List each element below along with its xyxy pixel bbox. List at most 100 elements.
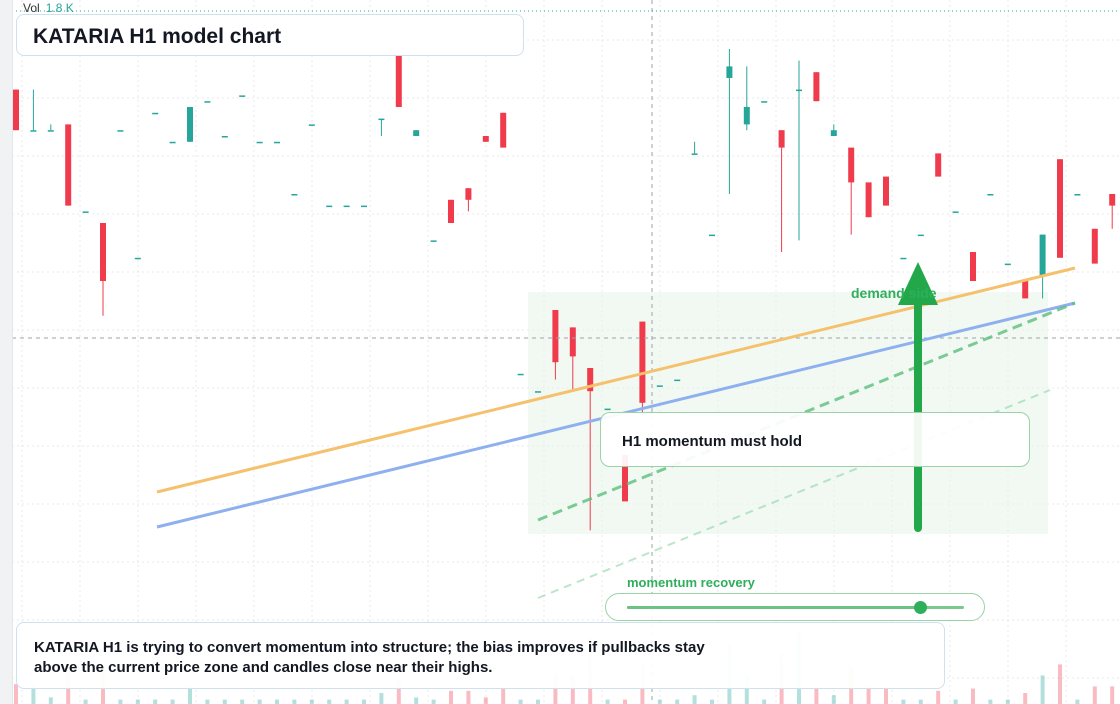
volume-bar xyxy=(1110,686,1115,704)
candle-body xyxy=(1004,263,1011,266)
candle-body xyxy=(65,124,72,206)
volume-bar xyxy=(14,684,18,704)
candle-body xyxy=(535,391,541,393)
candle-body xyxy=(1109,194,1116,206)
volume-value: 1.8 K xyxy=(45,1,74,15)
volume-bar xyxy=(257,699,262,704)
candle-body xyxy=(430,240,437,242)
momentum-slider[interactable] xyxy=(605,593,985,621)
candle-body xyxy=(726,66,733,78)
candle-body xyxy=(552,310,559,363)
volume-bar xyxy=(327,699,332,704)
volume-bar xyxy=(675,699,680,704)
candle-body xyxy=(1057,159,1063,258)
volume-bar xyxy=(1005,699,1010,704)
candle-body xyxy=(987,194,994,196)
volume-bar xyxy=(240,699,245,704)
candle-body xyxy=(30,130,37,132)
volume-bar xyxy=(379,693,384,704)
candle-body xyxy=(674,379,681,382)
volume-bar xyxy=(449,690,453,704)
candle-body xyxy=(187,107,193,142)
volume-bar xyxy=(396,679,401,704)
volume-bar xyxy=(692,695,697,704)
volume-bar xyxy=(936,690,941,704)
slider-handle[interactable] xyxy=(914,601,928,614)
page-title: KATARIA H1 model chart xyxy=(33,25,282,48)
volume-bar xyxy=(623,699,627,704)
projection-dashed xyxy=(537,301,1076,522)
candle-body xyxy=(830,130,837,136)
volume-bar xyxy=(344,699,349,704)
candle-body xyxy=(326,205,333,208)
volume-bar xyxy=(118,699,123,704)
demand-zone-label: demand side xyxy=(851,285,937,301)
slider-track[interactable] xyxy=(627,601,964,614)
candle-body xyxy=(274,141,280,144)
candle-body xyxy=(448,199,454,223)
candle-body xyxy=(169,141,176,144)
candle-body xyxy=(291,194,298,196)
candle-body xyxy=(239,95,246,97)
volume-bar xyxy=(170,699,175,704)
candle-body xyxy=(47,130,54,132)
volume-label: Vol xyxy=(23,1,40,15)
candle-body xyxy=(134,257,141,260)
candle-body xyxy=(256,141,263,144)
candle-body xyxy=(900,257,907,260)
momentum-callout: H1 momentum must hold xyxy=(600,412,1030,467)
volume-bar xyxy=(31,684,36,704)
candle-body xyxy=(1039,234,1046,276)
volume-bar xyxy=(710,699,714,704)
candle-body xyxy=(709,234,715,237)
candle-body xyxy=(308,124,315,126)
volume-bar xyxy=(518,699,523,704)
note-text: KATARIA H1 is trying to convert momentum… xyxy=(34,639,705,676)
volume-bar xyxy=(1075,699,1080,704)
candles xyxy=(13,49,1116,531)
candle-body xyxy=(378,118,385,121)
volume-bar xyxy=(1023,693,1028,704)
candle-body xyxy=(743,107,750,125)
volume-bar xyxy=(884,688,888,704)
volume-bar xyxy=(1040,675,1045,704)
candle-body xyxy=(413,130,420,136)
volume-bar xyxy=(292,699,297,704)
volume-bar xyxy=(1058,664,1062,704)
candle-body xyxy=(691,153,698,155)
candle-body xyxy=(117,130,124,132)
callout-text: H1 momentum must hold xyxy=(622,433,803,450)
candle-body xyxy=(221,136,228,138)
volume-bar xyxy=(48,697,53,704)
candle-body xyxy=(813,72,820,102)
candle-body xyxy=(152,112,159,115)
volume-bar xyxy=(153,699,158,704)
slider-label: momentum recovery xyxy=(627,575,755,590)
volume-bar xyxy=(501,686,506,704)
volume-bar xyxy=(988,699,993,704)
volume-bar xyxy=(205,699,210,704)
volume-bar xyxy=(953,699,958,704)
candle-body xyxy=(361,205,367,208)
volume-bar xyxy=(1092,686,1097,704)
candle-body xyxy=(465,188,472,200)
candle-body xyxy=(1074,194,1081,196)
volume-bar xyxy=(570,675,575,704)
volume-bar xyxy=(309,699,314,704)
volume-bar xyxy=(971,688,975,704)
candle-body xyxy=(778,130,785,148)
volume-bar xyxy=(83,699,88,704)
volume-bar xyxy=(483,697,488,704)
volume-readout: Vol 1.8 K xyxy=(23,1,74,15)
candle-body xyxy=(1022,281,1029,299)
candle-body xyxy=(883,176,889,206)
candle-body xyxy=(935,153,942,177)
candle-body xyxy=(604,408,611,411)
title-panel: KATARIA H1 model chart xyxy=(16,14,524,56)
volume-bar xyxy=(814,688,819,704)
candle-body xyxy=(656,385,663,387)
candle-body xyxy=(343,205,350,208)
candle-body xyxy=(100,223,106,281)
candle-body xyxy=(482,136,489,142)
candle-body xyxy=(82,211,89,213)
